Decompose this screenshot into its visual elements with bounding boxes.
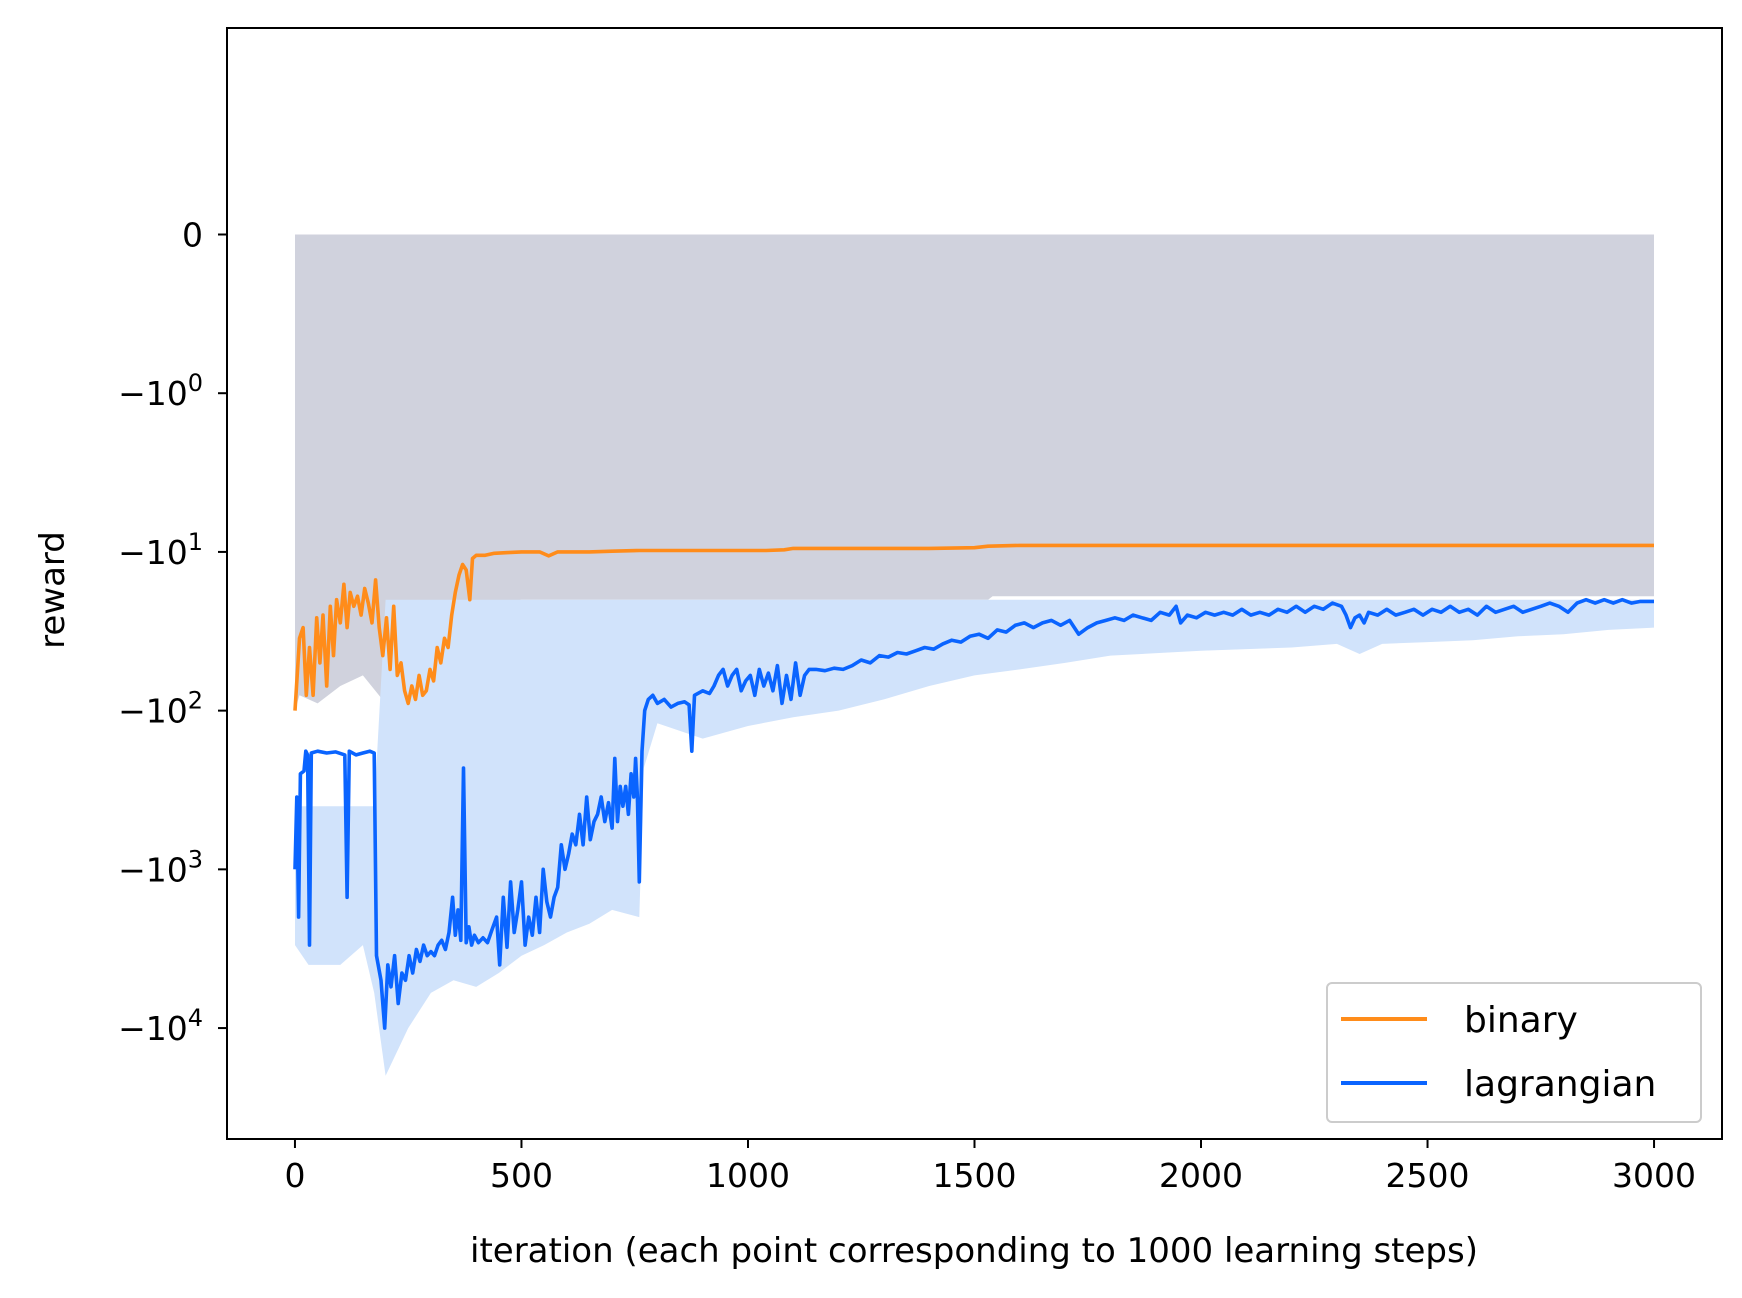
x-tick-label: 2500 [1386,1156,1470,1195]
x-axis-label: iteration (each point corresponding to 1… [470,1231,1478,1271]
y-tick-label: −103 [118,845,203,889]
y-tick-label: 0 [182,215,203,254]
band-lagrangian [295,599,1654,1076]
y-axis: 0 −100 −101 −102 −103 −104 [118,215,227,1048]
y-tick-label: −100 [118,369,203,413]
y-tick-label: −102 [118,687,203,731]
confidence-bands [295,234,1654,1076]
y-tick-label: −101 [118,528,203,572]
line-lagrangian [293,597,1654,1030]
legend-label-binary: binary [1464,1000,1578,1041]
x-tick-label: 1500 [933,1156,1017,1195]
x-tick-label: 2000 [1159,1156,1243,1195]
x-tick-label: 0 [284,1156,305,1195]
y-axis-label: reward [33,531,73,649]
y-tick-label: −104 [118,1004,203,1048]
line-binary [293,543,1654,711]
x-tick-label: 500 [490,1156,553,1195]
x-axis: 0 500 1000 1500 2000 2500 3000 [284,1139,1696,1195]
band-binary [295,234,1654,743]
legend-label-lagrangian: lagrangian [1464,1064,1656,1105]
x-tick-label: 3000 [1612,1156,1696,1195]
x-tick-label: 1000 [706,1156,790,1195]
series-lines [293,543,1654,1030]
legend: binary lagrangian [1326,982,1702,1123]
